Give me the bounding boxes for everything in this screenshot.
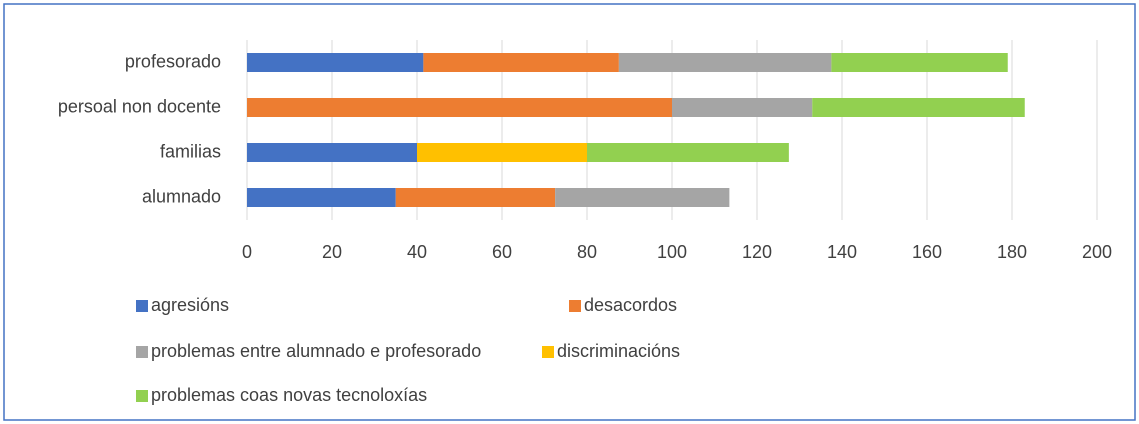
bar-segment — [423, 53, 619, 72]
bar-segment — [618, 53, 832, 72]
x-tick-label: 60 — [492, 242, 512, 262]
x-tick-label: 100 — [657, 242, 687, 262]
chart-border — [3, 3, 1136, 421]
legend-label: problemas entre alumnado e profesorado — [151, 341, 481, 361]
bar-segment — [395, 188, 556, 207]
legend-label: discriminacións — [557, 341, 680, 361]
bar-segment — [831, 53, 1008, 72]
legend-swatch — [569, 300, 581, 312]
x-tick-label: 180 — [997, 242, 1027, 262]
x-tick-label: 40 — [407, 242, 427, 262]
bar-segment — [555, 188, 730, 207]
y-tick-label: profesorado — [125, 51, 221, 71]
bar-segment — [672, 98, 813, 117]
x-tick-label: 0 — [242, 242, 252, 262]
x-tick-label: 120 — [742, 242, 772, 262]
bar-segment — [417, 143, 587, 162]
x-tick-label: 140 — [827, 242, 857, 262]
bar-segment — [247, 98, 672, 117]
y-tick-label: alumnado — [142, 186, 221, 206]
legend-swatch — [136, 346, 148, 358]
bar-segment — [812, 98, 1025, 117]
legend-swatch — [542, 346, 554, 358]
legend-label: problemas coas novas tecnoloxías — [151, 385, 427, 405]
x-tick-label: 200 — [1082, 242, 1112, 262]
bar-segment — [587, 143, 789, 162]
legend-label: desacordos — [584, 295, 677, 315]
y-tick-label: familias — [160, 141, 221, 161]
legend-label: agresións — [151, 295, 229, 315]
bar-segment — [247, 188, 396, 207]
bar-segment — [247, 53, 424, 72]
legend-swatch — [136, 390, 148, 402]
bar-segment — [247, 143, 417, 162]
x-tick-label: 80 — [577, 242, 597, 262]
x-tick-label: 160 — [912, 242, 942, 262]
legend-swatch — [136, 300, 148, 312]
x-tick-label: 20 — [322, 242, 342, 262]
y-tick-label: persoal non docente — [58, 96, 221, 116]
